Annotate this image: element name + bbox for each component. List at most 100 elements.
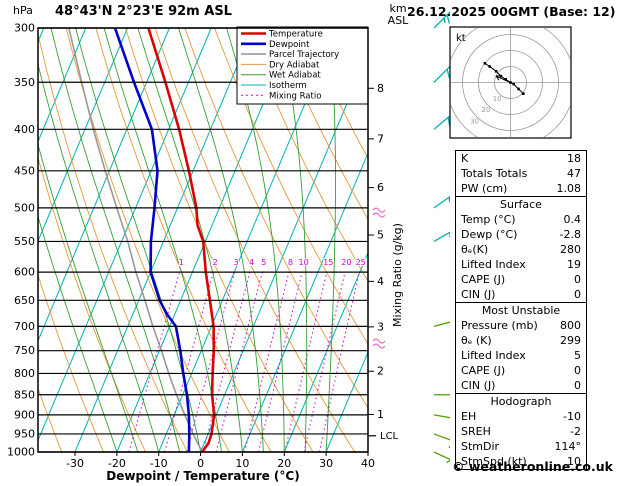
table-row: StmDir 114° (456, 439, 586, 454)
temp-tick-label: -20 (108, 457, 126, 470)
table-row: PW (cm) 1.08 (456, 181, 586, 196)
table-label: SREH (461, 425, 491, 438)
hodograph-point (488, 65, 491, 68)
pressure-tick-label: 850 (14, 388, 35, 401)
storm-motion-arrowhead (495, 75, 500, 81)
indices-table: K 18 Totals Totals 47 PW (cm) 1.08 Surface Temp… (455, 150, 587, 470)
table-label: EH (461, 410, 477, 423)
table-value: 0 (574, 379, 581, 392)
pressure-tick-label: 300 (14, 22, 35, 35)
wet-adiabat-line (38, 62, 160, 452)
table-row: StmSpd (kt) 10 (456, 454, 586, 469)
skewt-chart: 1 2 3 4 5 8 10 15 20 2530035040045050055060065070… (7, 11, 450, 483)
isotherm-line (325, 350, 368, 452)
mixing-ratio-label: 3 (234, 258, 239, 267)
mixing-ratio-label: 1 (179, 258, 184, 267)
table-row: CAPE (J) 0 (456, 272, 586, 287)
isotherm-line (283, 251, 368, 452)
table-value: 1.08 (556, 182, 582, 195)
table-row: EH -10 (456, 409, 586, 424)
table-value: 299 (560, 334, 581, 347)
km-tick-label: 4 (377, 275, 384, 288)
mixing-ratio-line (318, 271, 360, 452)
pressure-tick-label: 950 (14, 427, 35, 440)
table-row: Lifted Index 19 (456, 257, 586, 272)
table-label: CAPE (J) (461, 273, 506, 286)
temp-tick-label: 10 (235, 457, 249, 470)
legend-label: Wet Adiabat (269, 71, 321, 81)
pressure-tick-label: 350 (14, 76, 35, 89)
table-row: CIN (J) 0 (456, 287, 586, 302)
table-row: K 18 (456, 151, 586, 166)
wind-barbs (433, 11, 450, 464)
hodograph-point (517, 87, 520, 91)
height-unit-km: km (389, 2, 407, 15)
dewpoint-curve (113, 28, 191, 452)
hodograph-point (504, 78, 507, 81)
table-label: θₑ(K) (461, 243, 489, 256)
table-value: 0 (574, 288, 581, 301)
hodograph-unit-label: kt (456, 33, 466, 44)
wind-barb (433, 231, 450, 243)
dry-adiabat-line (65, 28, 230, 452)
wet-adiabat-line (50, 28, 181, 452)
wind-barb (433, 11, 450, 29)
pressure-unit-label: hPa (13, 4, 33, 17)
km-tick-label: 8 (377, 82, 384, 95)
table-value: 47 (567, 167, 581, 180)
mixing-ratio-label: 5 (261, 258, 266, 267)
height-unit-asl: ASL (387, 13, 409, 27)
dry-adiabat-line (243, 28, 368, 283)
km-tick-label: 6 (377, 181, 384, 194)
km-tick-label: 7 (377, 132, 384, 145)
chart-border (37, 27, 369, 453)
x-axis-title: Dewpoint / Temperature (°C) (106, 469, 299, 483)
table-label: θₑ (K) (461, 334, 492, 347)
table-label: Dewp (°C) (461, 228, 518, 241)
dry-adiabat-line (303, 28, 368, 160)
dry-adiabat-line (273, 28, 368, 221)
hodograph-range-ring (478, 50, 543, 115)
km-tick-label: 1 (377, 408, 384, 421)
table-value: 114° (554, 440, 582, 453)
pressure-tick-label: 900 (14, 408, 35, 421)
ring-label: 10 (493, 95, 502, 103)
pressure-tick-label: 500 (14, 201, 35, 214)
magenta-edge-marker (372, 207, 386, 218)
height-unit-label: km ASL (382, 3, 414, 26)
table-label: Totals Totals (461, 167, 528, 180)
table-row: Temp (°C) 0.4 (456, 212, 586, 227)
table-label: Lifted Index (461, 349, 526, 362)
magenta-edge-marker (372, 338, 386, 349)
km-tick-label: 5 (377, 228, 384, 241)
mixing-ratio-label: 8 (288, 258, 293, 267)
wind-barb (433, 433, 450, 449)
mixing-ratio-label: 10 (299, 258, 309, 267)
hodograph-point (522, 92, 525, 95)
table-row: Pressure (mb) 800 (456, 318, 586, 333)
wind-barb (433, 414, 450, 419)
legend-label: Temperature (268, 30, 323, 40)
pressure-tick-label: 750 (14, 344, 35, 357)
legend-label: Mixing Ratio (269, 91, 321, 101)
isotherm-line (38, 28, 212, 442)
pressure-tick-label: 700 (14, 320, 35, 333)
dry-adiabat-line (38, 386, 63, 452)
mixing-ratio-axis-label: Mixing Ratio (g/kg) (391, 223, 404, 327)
ring-label: 30 (470, 117, 479, 125)
ring-label: 20 (481, 106, 490, 114)
table-label: Pressure (mb) (461, 319, 538, 332)
table-value: 0 (574, 273, 581, 286)
hodograph-range-ring (494, 66, 527, 99)
storm-motion-vector (495, 75, 511, 83)
wind-barb (433, 451, 450, 464)
table-label: Lifted Index (461, 258, 526, 271)
temperature-curve (147, 28, 216, 452)
legend-label: Dry Adiabat (269, 60, 320, 70)
mixing-ratio-label: 25 (356, 258, 366, 267)
temp-tick-label: 40 (361, 457, 375, 470)
table-label: CIN (J) (461, 288, 496, 301)
table-value: 0 (574, 364, 581, 377)
